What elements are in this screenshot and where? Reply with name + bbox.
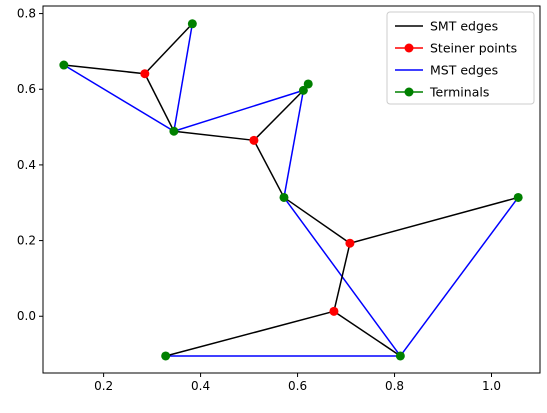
terminal-point xyxy=(513,192,523,202)
mst-edge xyxy=(399,196,519,357)
y-axis: 0.0 0.2 0.4 0.6 0.8 xyxy=(17,7,43,323)
legend-label: Terminals xyxy=(429,85,489,100)
terminal-point xyxy=(395,351,405,361)
y-tick-label: 0.0 xyxy=(17,309,36,323)
mst-edge xyxy=(173,23,194,132)
x-tick-label: 1.0 xyxy=(482,379,501,393)
smt-edge xyxy=(144,23,193,75)
legend: SMT edges Steiner points MST edges Terminal… xyxy=(386,11,535,105)
legend-label: MST edges xyxy=(430,63,498,78)
legend-label: Steiner points xyxy=(430,41,517,56)
legend-entry: Steiner points xyxy=(395,41,517,56)
mst-edge xyxy=(173,89,304,132)
legend-entry: SMT edges xyxy=(395,19,498,34)
mst-edge xyxy=(283,90,305,198)
smt-edge xyxy=(63,64,145,75)
smt-edge xyxy=(165,310,335,357)
mst-edge xyxy=(63,64,175,132)
smt-edge xyxy=(253,139,285,198)
legend-entries: SMT edges Steiner points MST edges Terminal… xyxy=(395,19,517,100)
steiner-point xyxy=(140,69,150,79)
legend-entry: Terminals xyxy=(395,85,489,100)
legend-marker xyxy=(404,43,414,53)
smt-edge xyxy=(253,89,304,141)
terminals-layer xyxy=(59,19,523,361)
legend-entry: MST edges xyxy=(395,63,498,78)
terminal-point xyxy=(161,351,171,361)
x-tick-label: 0.8 xyxy=(385,379,404,393)
smt-edge xyxy=(333,243,351,312)
terminal-point xyxy=(187,19,197,29)
steiner-point xyxy=(345,238,355,248)
x-tick-label: 0.4 xyxy=(191,379,210,393)
y-tick-label: 0.4 xyxy=(17,158,36,172)
terminal-point xyxy=(169,126,179,136)
y-tick-label: 0.8 xyxy=(17,7,36,21)
smt-edge xyxy=(349,196,519,244)
steiner-point xyxy=(329,306,339,316)
terminal-point xyxy=(298,85,308,95)
smt-edge xyxy=(333,310,401,357)
x-tick-label: 0.2 xyxy=(94,379,113,393)
legend-marker xyxy=(404,87,414,97)
y-tick-label: 0.6 xyxy=(17,82,36,96)
terminal-point xyxy=(59,60,69,70)
legend-label: SMT edges xyxy=(430,19,498,34)
y-tick-label: 0.2 xyxy=(17,234,36,248)
smt-edge xyxy=(283,196,351,244)
steiner-point xyxy=(249,135,259,145)
terminal-point xyxy=(279,192,289,202)
x-tick-label: 0.6 xyxy=(288,379,307,393)
legend-box xyxy=(386,11,535,105)
steiner-points-layer xyxy=(140,69,355,316)
smt-edge xyxy=(173,130,255,142)
x-axis: 0.2 0.4 0.6 0.8 1.0 xyxy=(94,373,501,393)
smt-edges-layer xyxy=(63,23,519,357)
smt-edge xyxy=(144,73,175,132)
terminal-point xyxy=(303,79,313,89)
